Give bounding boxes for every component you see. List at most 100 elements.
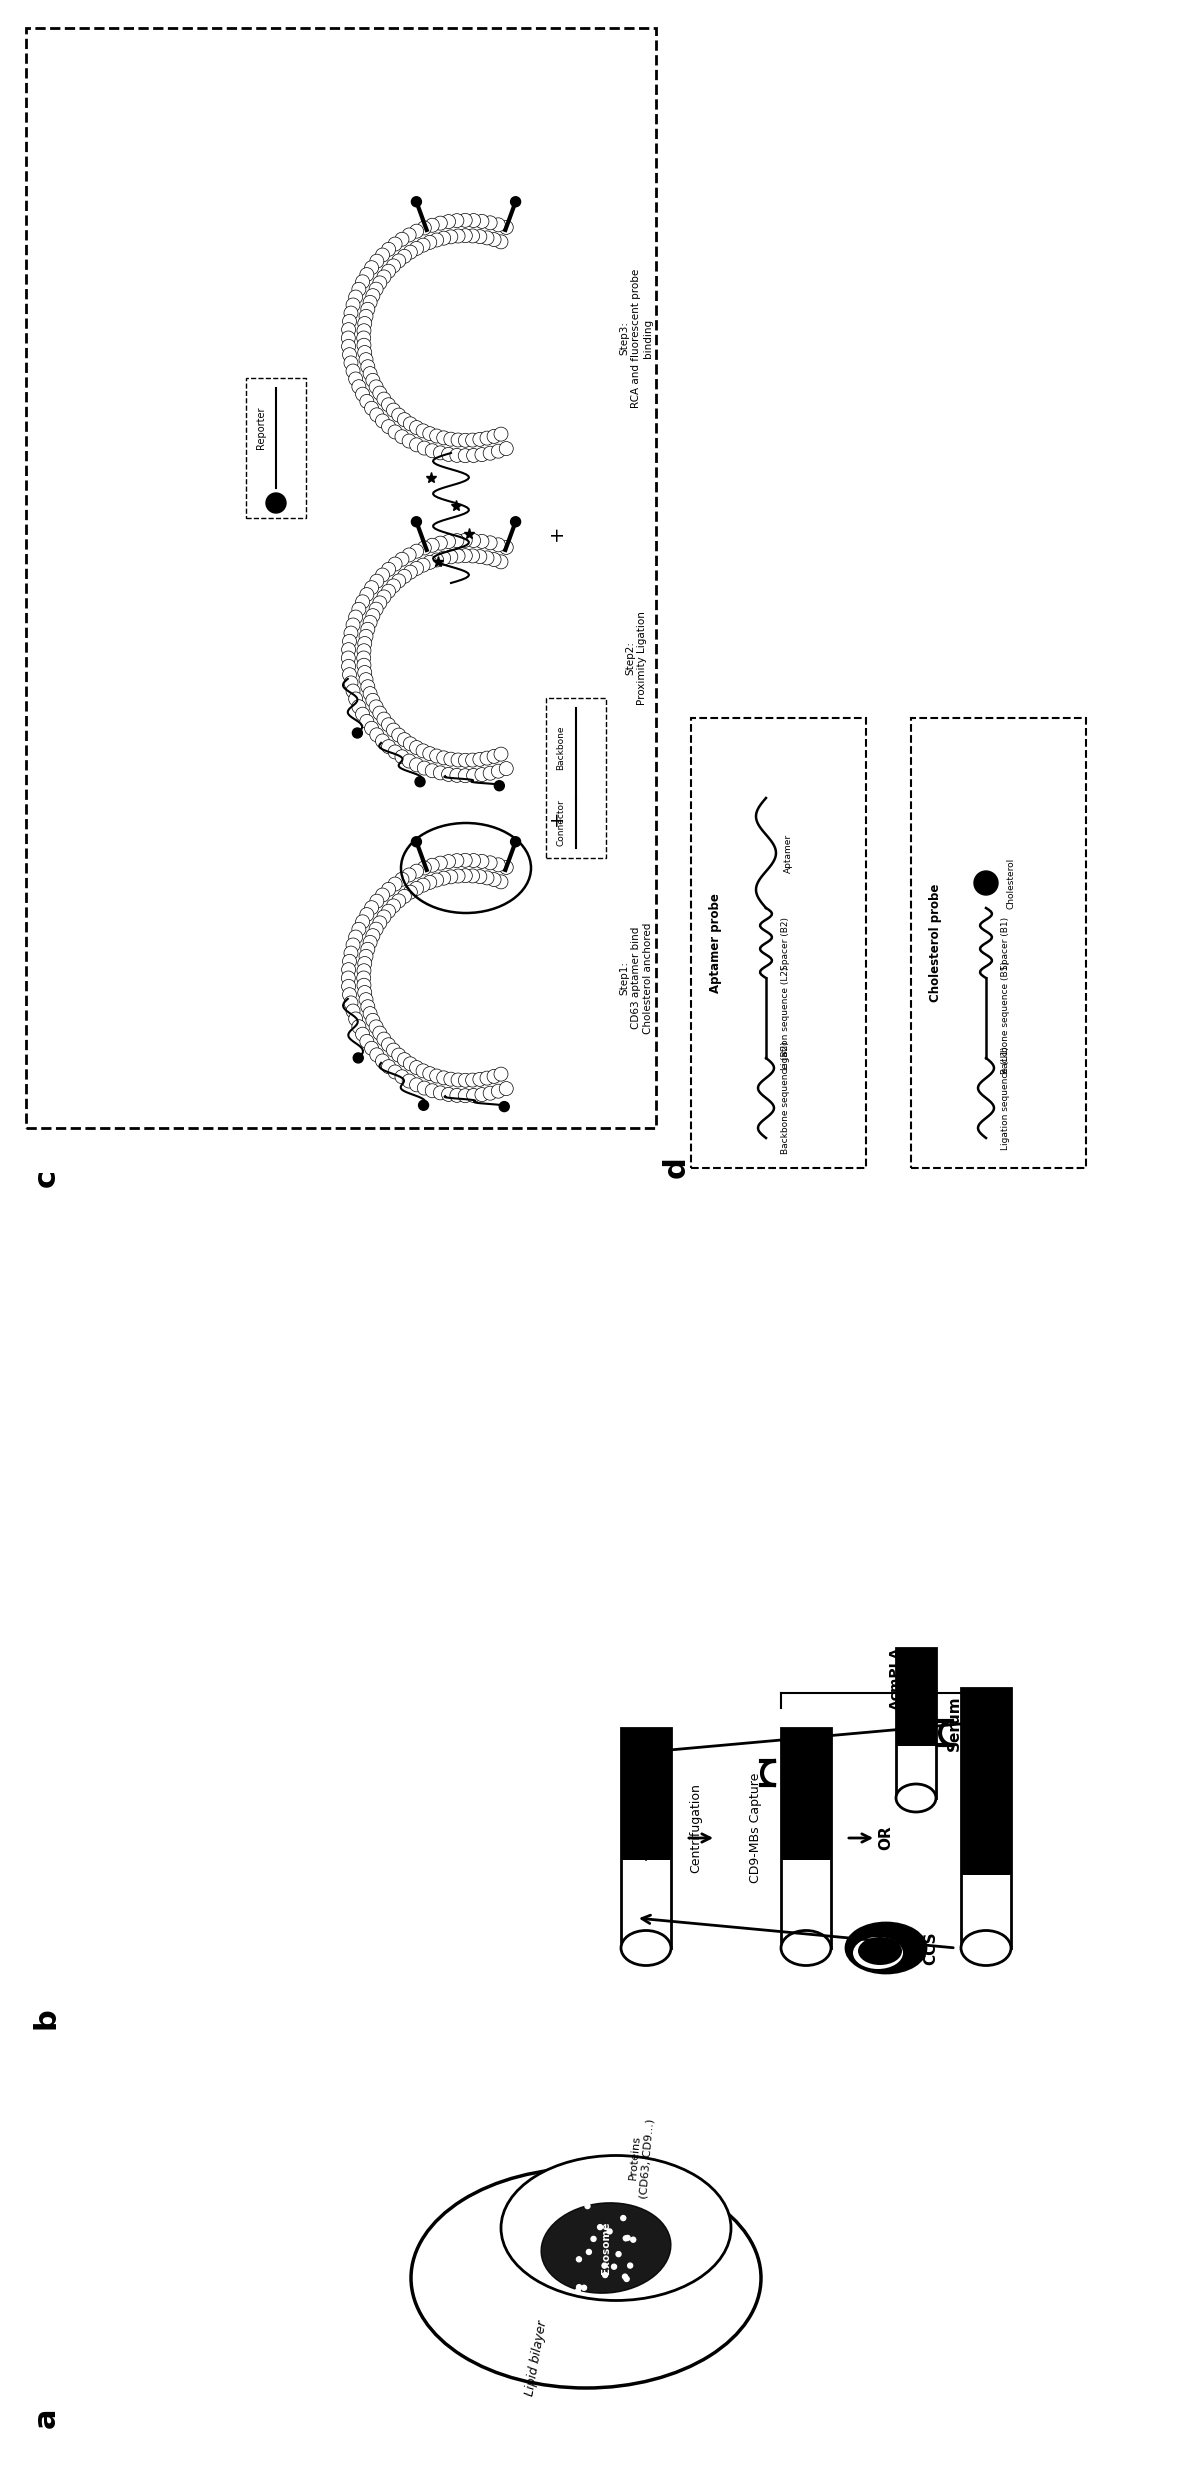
Circle shape [409,223,423,238]
Circle shape [364,401,378,416]
Circle shape [466,753,479,768]
Circle shape [387,580,401,592]
Circle shape [391,729,406,741]
Circle shape [359,994,374,1006]
Circle shape [365,374,380,387]
Circle shape [417,441,432,456]
Circle shape [363,295,377,310]
Circle shape [466,533,480,548]
Circle shape [359,310,374,322]
Circle shape [365,694,380,706]
Ellipse shape [895,1784,936,1811]
Text: Spacer (B1): Spacer (B1) [1001,917,1010,969]
Circle shape [491,763,505,778]
Circle shape [369,1021,383,1033]
Circle shape [365,929,380,942]
Circle shape [387,724,401,736]
Circle shape [426,857,439,872]
Circle shape [444,230,458,243]
Circle shape [441,449,455,461]
Circle shape [480,230,495,245]
Circle shape [358,986,371,999]
Circle shape [483,216,497,230]
Circle shape [499,1103,509,1113]
Circle shape [391,253,406,268]
Circle shape [458,768,472,783]
Circle shape [426,763,439,778]
Circle shape [436,1070,451,1085]
Circle shape [473,870,486,885]
Circle shape [402,867,416,882]
Circle shape [473,1073,486,1085]
Circle shape [382,719,395,731]
Circle shape [416,877,431,892]
Circle shape [417,860,432,875]
Circle shape [388,238,402,250]
Circle shape [352,922,365,937]
Circle shape [344,627,358,639]
Bar [895,1648,936,1799]
Circle shape [466,1088,480,1103]
Circle shape [361,942,375,957]
Circle shape [480,431,495,446]
Circle shape [364,721,378,736]
Circle shape [356,914,370,929]
Text: Connector: Connector [556,800,566,847]
Circle shape [364,260,378,275]
Circle shape [370,895,384,907]
Circle shape [352,699,365,714]
Text: a: a [32,2409,60,2428]
Circle shape [395,1070,409,1083]
Text: +: + [547,525,566,540]
Text: +: + [547,810,566,825]
Ellipse shape [857,1938,903,1965]
Circle shape [376,1053,389,1068]
Circle shape [346,684,361,699]
Ellipse shape [412,2168,761,2389]
Bar [911,719,1086,1167]
Circle shape [429,553,444,567]
Bar [895,1648,936,1745]
Text: d: d [662,1157,690,1177]
Circle shape [342,322,356,337]
Circle shape [458,1073,472,1088]
Circle shape [391,409,406,421]
Circle shape [388,424,402,439]
Circle shape [403,1056,417,1070]
Circle shape [353,1053,363,1063]
Circle shape [369,602,383,617]
Circle shape [426,444,439,458]
Circle shape [344,676,358,689]
Circle shape [449,852,464,867]
Circle shape [363,934,377,949]
Circle shape [417,1080,432,1095]
Ellipse shape [853,1938,903,1970]
Circle shape [377,590,391,605]
Circle shape [388,746,402,758]
Circle shape [342,332,356,344]
Circle shape [363,615,377,629]
Text: Step3:
RCA and fluorescent probe
binding: Step3: RCA and fluorescent probe binding [619,268,652,406]
Circle shape [449,1088,464,1103]
Circle shape [359,907,374,922]
Circle shape [491,857,505,872]
Circle shape [382,265,395,278]
Bar [961,1688,1010,1948]
Circle shape [441,768,455,781]
Bar [621,1727,671,1948]
Circle shape [433,766,447,781]
Circle shape [361,622,375,637]
Circle shape [444,1073,458,1085]
Circle shape [416,1063,431,1078]
Circle shape [343,347,357,362]
Circle shape [422,235,436,250]
Circle shape [412,196,421,206]
Circle shape [458,449,472,463]
Circle shape [441,855,455,870]
Circle shape [344,996,358,1011]
Circle shape [352,602,365,617]
Circle shape [402,753,416,768]
Circle shape [349,290,363,305]
Circle shape [466,1073,479,1088]
Circle shape [436,431,451,446]
